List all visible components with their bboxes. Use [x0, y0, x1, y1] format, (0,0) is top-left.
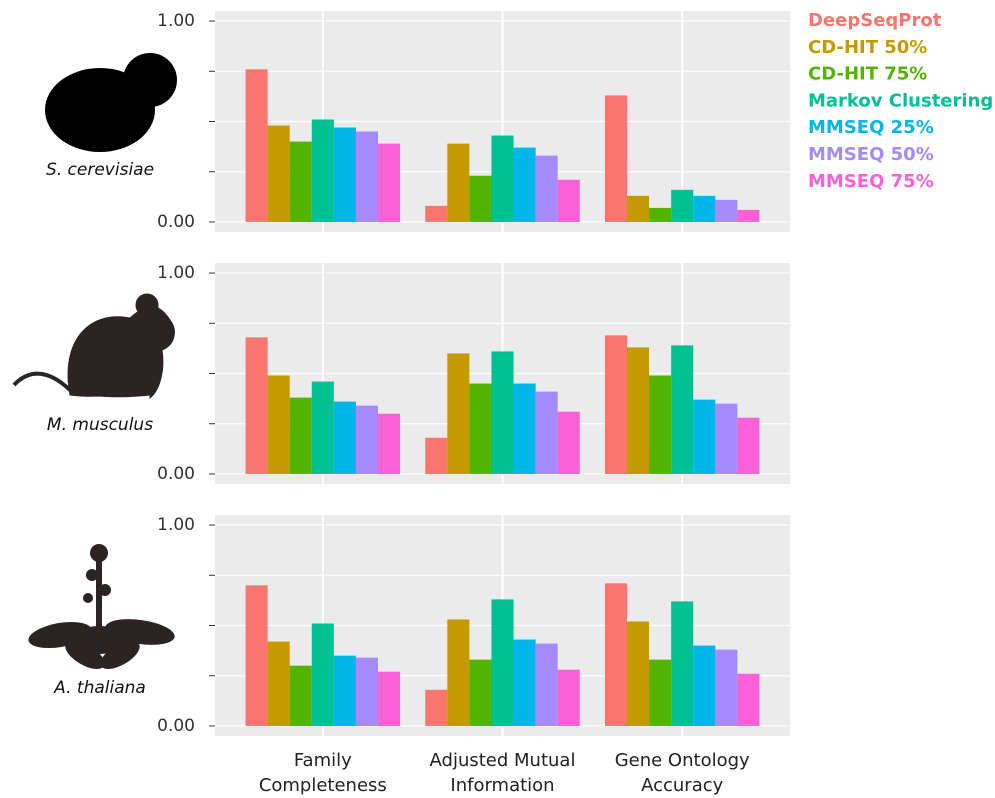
bar: [312, 119, 334, 221]
bar: [715, 404, 737, 474]
bar: [693, 646, 715, 726]
bar: [491, 136, 513, 222]
legend-entry: DeepSeqProt: [808, 10, 942, 31]
bar: [693, 400, 715, 474]
y-tick-label: 1.00: [157, 263, 195, 283]
bar: [469, 660, 491, 726]
bar: [356, 406, 378, 474]
organism-label: M. musculus: [47, 415, 153, 435]
bar: [671, 190, 693, 222]
chart: 0.00 1.00 S. cerevisiae 0.00 1.00 M. musculus…: [0, 0, 995, 792]
legend-entry: Markov Clustering: [808, 90, 993, 111]
bar: [469, 176, 491, 222]
bar: [671, 345, 693, 474]
bar: [290, 142, 312, 222]
page: 0.00 1.00 S. cerevisiae 0.00 1.00 M. musculus…: [0, 0, 995, 792]
bar: [312, 382, 334, 474]
bar: [514, 640, 536, 726]
bar: [425, 690, 447, 726]
bar: [737, 210, 759, 222]
bar: [737, 674, 759, 726]
organism-label: A. thaliana: [53, 678, 146, 698]
bar: [268, 642, 290, 726]
legend-entry: MMSEQ 50%: [808, 144, 934, 165]
bar: [425, 206, 447, 222]
bar: [356, 658, 378, 726]
y-tick-label: 0.00: [157, 464, 195, 484]
x-tick-label: Family Completeness: [233, 748, 413, 798]
bar: [627, 621, 649, 725]
bar: [447, 353, 469, 474]
bar: [334, 128, 356, 222]
bar: [605, 583, 627, 726]
plant-silhouette: [26, 544, 176, 675]
bar: [312, 623, 334, 725]
bar: [605, 335, 627, 474]
bar: [649, 376, 671, 474]
bar: [469, 384, 491, 474]
bar: [514, 148, 536, 222]
bar: [334, 402, 356, 474]
y-tick-label: 0.00: [157, 212, 195, 232]
x-tick-label: Gene Ontology Accuracy: [592, 748, 772, 798]
bar: [246, 337, 268, 474]
bar: [649, 208, 671, 222]
bar: [536, 644, 558, 726]
x-tick-label: Adjusted Mutual Information: [413, 748, 593, 798]
bar: [290, 398, 312, 474]
bar: [605, 95, 627, 222]
bar: [715, 200, 737, 222]
bar: [558, 412, 580, 474]
bar: [378, 144, 400, 222]
bar: [268, 126, 290, 222]
bar: [627, 196, 649, 222]
bar: [447, 619, 469, 725]
y-tick-label: 1.00: [157, 11, 195, 31]
legend-entry: CD-HIT 50%: [808, 37, 927, 58]
legend-entry: CD-HIT 75%: [808, 64, 927, 85]
mouse-silhouette: [14, 294, 174, 398]
bar: [558, 670, 580, 726]
bar: [737, 418, 759, 474]
organism-label: S. cerevisiae: [46, 160, 154, 180]
bar: [649, 660, 671, 726]
bar: [378, 672, 400, 726]
bar: [671, 601, 693, 726]
bar: [514, 384, 536, 474]
legend-entry: MMSEQ 25%: [808, 117, 934, 138]
bar: [536, 392, 558, 474]
legend-entry: MMSEQ 75%: [808, 171, 934, 192]
bar: [693, 196, 715, 222]
bar: [536, 156, 558, 222]
bar: [246, 585, 268, 726]
bar: [356, 132, 378, 222]
bar: [334, 656, 356, 726]
bar: [491, 351, 513, 474]
bar: [715, 650, 737, 726]
bar: [290, 666, 312, 726]
bar: [425, 438, 447, 474]
bar: [491, 599, 513, 726]
yeast-silhouette: [45, 53, 177, 152]
bar: [447, 144, 469, 222]
y-tick-label: 0.00: [157, 716, 195, 736]
bar: [246, 69, 268, 222]
bar: [627, 347, 649, 474]
y-tick-label: 1.00: [157, 515, 195, 535]
bar: [268, 376, 290, 474]
bar: [558, 180, 580, 222]
bar: [378, 414, 400, 474]
